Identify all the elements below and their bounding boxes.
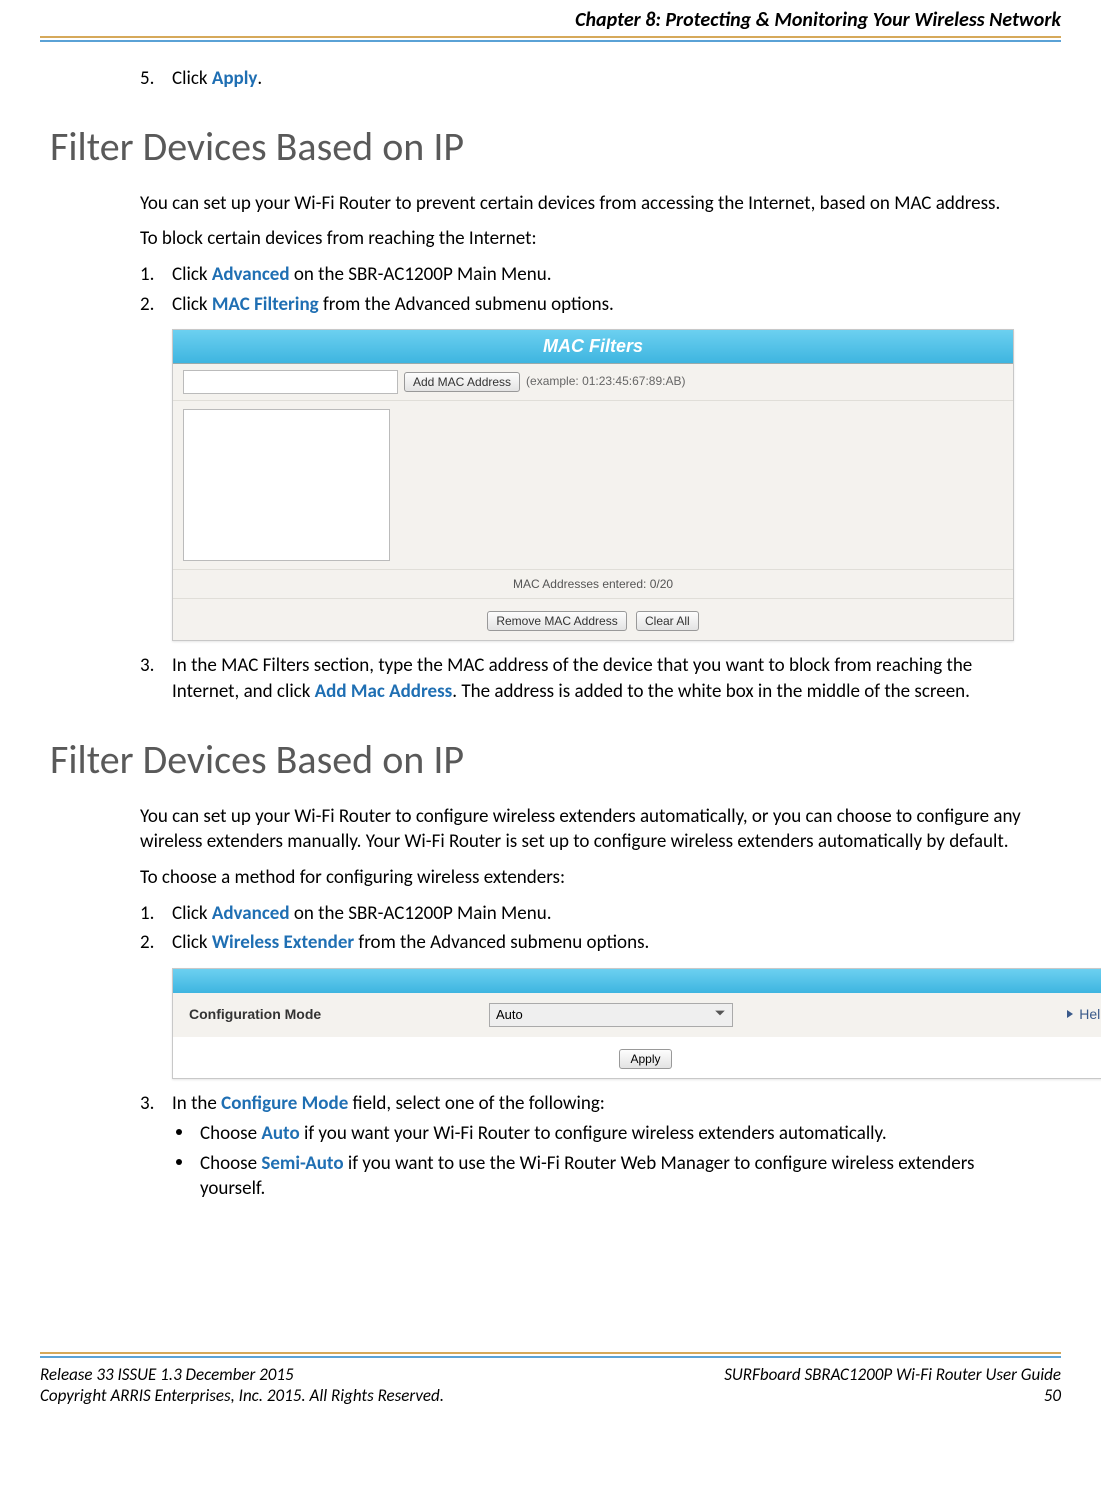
step-5-number: 5.	[140, 66, 154, 92]
mac-filters-panel: MAC Filters Add MAC Address (example: 01…	[172, 329, 1014, 641]
semi-auto-link: Semi-Auto	[261, 1152, 343, 1175]
s1-step-3-b: . The address is added to the white box …	[452, 680, 970, 703]
section-1-para-1: You can set up your Wi-Fi Router to prev…	[140, 191, 1021, 217]
s1-step-2-a: Click	[172, 293, 212, 316]
advanced-link-1: Advanced	[212, 263, 290, 286]
step-5: 5. Click Apply.	[140, 66, 1021, 92]
mac-bottom-row: Remove MAC Address Clear All	[173, 599, 1013, 641]
bullet-icon	[176, 1159, 182, 1165]
footer-page-number: 50	[1044, 1385, 1061, 1406]
s1-step-1-b: on the SBR-AC1200P Main Menu.	[290, 263, 552, 286]
help-label: Help	[1079, 1005, 1101, 1024]
s2-step-3: 3. In the Configure Mode field, select o…	[140, 1091, 1021, 1117]
help-link[interactable]: Help	[1065, 1005, 1101, 1024]
s1-step-1: 1. Click Advanced on the SBR-AC1200P Mai…	[140, 262, 1021, 288]
apply-link: Apply	[212, 67, 258, 90]
wireless-extender-link: Wireless Extender	[212, 931, 354, 954]
s1-step-2-b: from the Advanced submenu options.	[319, 293, 614, 316]
s2-step-1-a: Click	[172, 902, 212, 925]
advanced-link-2: Advanced	[212, 902, 290, 925]
triangle-right-icon	[1065, 1005, 1075, 1024]
footer-release: Release 33 ISSUE 1.3 December 2015	[40, 1364, 294, 1385]
bullet-auto-b: if you want your Wi-Fi Router to configu…	[300, 1122, 887, 1145]
footer-accent-line-1	[40, 1352, 1061, 1354]
s2-step-2-b: from the Advanced submenu options.	[354, 931, 649, 954]
s2-step-3-a: In the	[172, 1092, 221, 1115]
configuration-mode-row: Configuration Mode Auto Help	[173, 993, 1101, 1037]
s1-step-2: 2. Click MAC Filtering from the Advanced…	[140, 292, 1021, 318]
section-2-para-1: You can set up your Wi-Fi Router to conf…	[140, 804, 1021, 855]
add-mac-address-link: Add Mac Address	[315, 680, 453, 703]
mac-filters-title: MAC Filters	[173, 330, 1013, 363]
mac-status-text: MAC Addresses entered: 0/20	[173, 570, 1013, 599]
add-mac-address-button[interactable]: Add MAC Address	[404, 372, 520, 392]
remove-mac-address-button[interactable]: Remove MAC Address	[487, 611, 626, 631]
s1-step-1-num: 1.	[140, 262, 154, 288]
s2-step-1-num: 1.	[140, 901, 154, 927]
wireless-extender-panel: Configuration Mode Auto Help	[172, 968, 1101, 1080]
step-5-text-b: .	[257, 67, 262, 90]
s2-step-2-a: Click	[172, 931, 212, 954]
s1-step-3: 3. In the MAC Filters section, type the …	[140, 653, 1021, 704]
apply-button[interactable]: Apply	[619, 1049, 671, 1069]
footer-accent-line-2	[40, 1356, 1061, 1358]
apply-row: Apply	[173, 1037, 1101, 1079]
step-5-text-a: Click	[172, 67, 212, 90]
configuration-mode-value: Auto	[496, 1006, 523, 1024]
configuration-mode-select[interactable]: Auto	[489, 1003, 733, 1027]
chapter-header: Chapter 8: Protecting & Monitoring Your …	[40, 0, 1061, 38]
bullet-semi-auto: Choose Semi-Auto if you want to use the …	[172, 1151, 1021, 1202]
s2-step-1-b: on the SBR-AC1200P Main Menu.	[290, 902, 552, 925]
mac-address-listbox[interactable]	[183, 409, 390, 561]
mac-example-text: (example: 01:23:45:67:89:AB)	[526, 373, 685, 389]
footer-copyright: Copyright ARRIS Enterprises, Inc. 2015. …	[40, 1385, 444, 1406]
footer-guide-title: SURFboard SBR﻿AC1200P Wi-Fi Router User …	[724, 1364, 1061, 1385]
page-footer: Release 33 ISSUE 1.3 December 2015 SURFb…	[40, 1346, 1061, 1416]
s2-step-2: 2. Click Wireless Extender from the Adva…	[140, 930, 1021, 956]
mac-listbox-row	[173, 401, 1013, 570]
section-2-para-2: To choose a method for configuring wirel…	[140, 865, 1021, 891]
mac-address-input[interactable]	[183, 370, 398, 394]
s2-step-3-b: field, select one of the following:	[348, 1092, 605, 1115]
s2-step-1: 1. Click Advanced on the SBR-AC1200P Mai…	[140, 901, 1021, 927]
mac-filtering-link: MAC Filtering	[212, 293, 319, 316]
bullet-auto-a: Choose	[200, 1122, 261, 1145]
wireless-extender-titlebar	[173, 969, 1101, 993]
s1-step-1-a: Click	[172, 263, 212, 286]
chevron-down-icon	[714, 1006, 726, 1024]
auto-link: Auto	[261, 1122, 299, 1145]
section-1-para-2: To block certain devices from reaching t…	[140, 226, 1021, 252]
section-2-title: Filter Devices Based on IP	[50, 735, 1051, 784]
clear-all-button[interactable]: Clear All	[636, 611, 699, 631]
bullet-icon	[176, 1129, 182, 1135]
configuration-mode-label: Configuration Mode	[183, 1005, 489, 1024]
bullet-semi-auto-a: Choose	[200, 1152, 261, 1175]
s2-step-3-num: 3.	[140, 1091, 154, 1117]
section-1-title: Filter Devices Based on IP	[50, 122, 1051, 171]
configure-mode-link: Configure Mode	[221, 1092, 348, 1115]
s2-step-2-num: 2.	[140, 930, 154, 956]
s1-step-2-num: 2.	[140, 292, 154, 318]
mac-add-row: Add MAC Address (example: 01:23:45:67:89…	[173, 364, 1013, 401]
s1-step-3-num: 3.	[140, 653, 154, 679]
bullet-auto: Choose Auto if you want your Wi-Fi Route…	[172, 1121, 1021, 1147]
